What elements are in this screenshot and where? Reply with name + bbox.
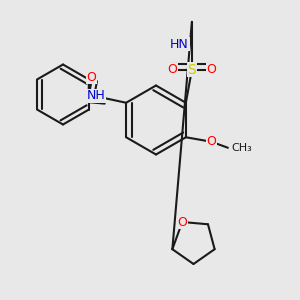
Text: O: O [206, 63, 216, 76]
Text: O: O [87, 71, 97, 84]
Text: NH: NH [86, 89, 105, 102]
Text: O: O [167, 63, 177, 76]
Text: S: S [188, 63, 196, 77]
Text: O: O [177, 215, 187, 229]
Text: O: O [206, 135, 216, 148]
Text: CH₃: CH₃ [231, 143, 252, 153]
Text: HN: HN [170, 38, 189, 51]
